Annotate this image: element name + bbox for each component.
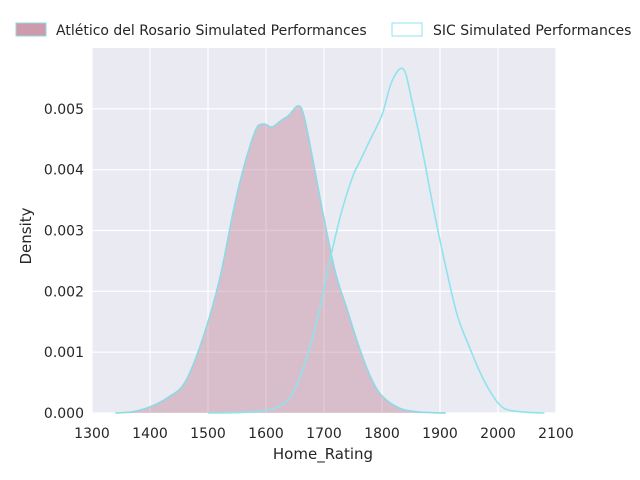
y-axis-label: Density <box>17 207 35 264</box>
y-tick-label: 0.002 <box>44 284 84 300</box>
y-tick-label: 0.004 <box>44 163 84 179</box>
legend-swatch-sic <box>391 22 423 37</box>
y-axis-ticks: 0.000 0.001 0.002 0.003 0.004 0.005 <box>44 102 84 422</box>
y-tick-label: 0.000 <box>44 406 84 422</box>
x-tick-label: 2000 <box>480 426 516 442</box>
x-tick-label: 1900 <box>422 426 458 442</box>
x-tick-label: 2100 <box>538 426 574 442</box>
series-layer <box>115 67 545 414</box>
density-line-atletico <box>115 104 446 414</box>
x-axis-ticks: 1300 1400 1500 1600 1700 1800 1900 2000 2100 <box>74 426 574 442</box>
x-tick-label: 1800 <box>364 426 400 442</box>
density-line-sic <box>207 67 545 414</box>
x-tick-label: 1300 <box>74 426 110 442</box>
x-tick-label: 1600 <box>248 426 284 442</box>
y-tick-label: 0.005 <box>44 102 84 118</box>
legend-label-atletico: Atlético del Rosario Simulated Performan… <box>56 23 367 39</box>
density-area-atletico <box>115 105 446 413</box>
legend: Atlético del Rosario Simulated Performan… <box>15 22 631 39</box>
legend-label-sic: SIC Simulated Performances <box>433 23 631 39</box>
x-tick-label: 1500 <box>190 426 226 442</box>
legend-swatch-atletico <box>15 22 47 37</box>
x-axis-label: Home_Rating <box>273 445 373 464</box>
y-tick-label: 0.003 <box>44 224 84 240</box>
x-tick-label: 1400 <box>132 426 168 442</box>
y-tick-label: 0.001 <box>44 345 84 361</box>
grid-lines <box>91 48 557 414</box>
x-tick-label: 1700 <box>306 426 342 442</box>
